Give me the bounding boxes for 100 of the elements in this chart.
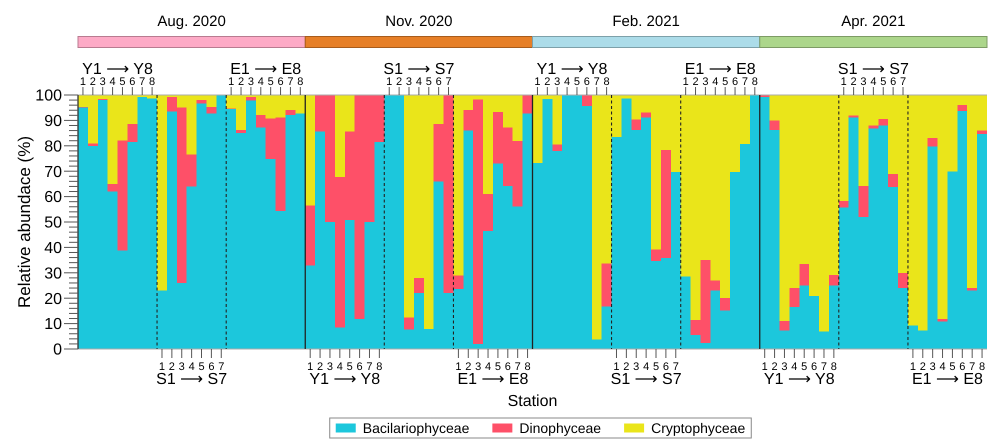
x-tick-label: 3 xyxy=(248,76,254,88)
x-tick-label: 6 xyxy=(662,361,669,373)
x-tick-label: 2 xyxy=(772,361,778,373)
x-tick-label: 6 xyxy=(732,76,738,88)
x-tick-label: 3 xyxy=(781,361,788,373)
x-tick-label: 8 xyxy=(830,361,837,373)
bar xyxy=(838,200,849,208)
x-tick-label: 1 xyxy=(762,361,768,373)
x-tick-label: 1 xyxy=(534,76,541,88)
x-tick-label: 4 xyxy=(188,361,195,373)
bar xyxy=(414,278,424,293)
x-tick-label: 3 xyxy=(326,361,334,373)
x-tick-label: 2 xyxy=(920,361,926,373)
x-tick-label: 1 xyxy=(910,361,916,373)
x-tick-label: 8 xyxy=(978,361,986,373)
x-tick-label: 7 xyxy=(969,361,976,373)
x-tick-label: 5 xyxy=(119,76,126,88)
y-tick-label: 50 xyxy=(44,214,62,232)
x2-axis-title: Y1 ⟶ Y8 xyxy=(536,61,608,78)
x-tick-label: 7 xyxy=(218,361,224,373)
bar xyxy=(285,110,296,116)
x-tick-label: 4 xyxy=(110,76,116,88)
x2-axis-title: S1 ⟶ S7 xyxy=(838,61,909,78)
x-axis-title: Station xyxy=(508,393,558,410)
chart-title: Apr. 2021 xyxy=(841,13,906,30)
x-axis-title: Y1 ⟶ Y8 xyxy=(309,371,380,388)
x-tick-label: 6 xyxy=(959,361,966,373)
bar xyxy=(858,186,868,218)
x-tick-label: 1 xyxy=(158,361,166,373)
y-tick-label: 40 xyxy=(44,240,62,257)
x-tick-label: 4 xyxy=(712,76,718,88)
bar xyxy=(206,106,216,114)
x-tick-label: 3 xyxy=(554,76,560,88)
x-tick-label: 1 xyxy=(455,361,462,373)
bar xyxy=(770,120,780,130)
x-tick-label: 5 xyxy=(198,361,205,373)
x-tick-label: 6 xyxy=(277,76,284,88)
bar xyxy=(404,317,414,330)
x-tick-label: 2 xyxy=(238,76,244,88)
y-tick-label: 20 xyxy=(44,290,62,308)
x2-axis-title: Y1 ⟶ Y8 xyxy=(82,61,153,78)
x-tick-label: 7 xyxy=(139,76,146,88)
x-tick-label: 1 xyxy=(386,76,392,88)
x-tick-label: 5 xyxy=(949,361,956,373)
x-tick-label: 5 xyxy=(268,76,274,88)
x-tick-label: 8 xyxy=(524,361,531,373)
y-tick-label: 80 xyxy=(44,138,62,156)
x-tick-label: 7 xyxy=(594,76,600,88)
bar xyxy=(828,274,839,286)
bar xyxy=(977,130,987,134)
bar xyxy=(631,119,642,130)
x-tick-label: 2 xyxy=(317,361,324,373)
x-tick-label: 2 xyxy=(623,361,630,373)
x-tick-label: 5 xyxy=(574,76,580,88)
x-tick-label: 7 xyxy=(287,76,294,88)
x2-axis-title: E1 ⟶ E8 xyxy=(684,61,756,78)
x-tick-label: 4 xyxy=(939,361,946,373)
x-tick-label: 6 xyxy=(129,76,136,88)
y-tick-label: 0 xyxy=(53,342,62,359)
x-tick-label: 2 xyxy=(850,76,857,88)
x-tick-label: 2 xyxy=(168,361,175,373)
x-tick-label: 3 xyxy=(702,76,708,88)
bar xyxy=(878,118,888,126)
x-tick-label: 3 xyxy=(178,361,185,373)
x-axis-title: S1 ⟶ S7 xyxy=(610,371,682,388)
legend-label: Cryptophyceae xyxy=(651,420,746,436)
x-tick-label: 3 xyxy=(475,361,482,373)
bar xyxy=(522,95,532,114)
bar xyxy=(88,143,98,146)
bar xyxy=(552,144,562,151)
x-tick-label: 8 xyxy=(604,76,610,88)
x-tick-label: 4 xyxy=(484,361,492,373)
x-tick-label: 5 xyxy=(346,361,353,373)
bar xyxy=(888,174,898,188)
x-tick-label: 7 xyxy=(820,361,828,373)
x-tick-label: 4 xyxy=(564,76,570,88)
bar xyxy=(868,126,878,129)
x-tick-label: 5 xyxy=(494,361,501,373)
x-tick-label: 6 xyxy=(208,361,214,373)
x-axis-title: E1 ⟶ E8 xyxy=(457,371,529,388)
x-axis-title: Y1 ⟶ Y8 xyxy=(764,371,835,388)
x-tick-label: 1 xyxy=(840,76,847,88)
x-tick-label: 1 xyxy=(682,76,689,88)
x-tick-label: 2 xyxy=(692,76,699,88)
chart-title: Feb. 2021 xyxy=(612,13,680,30)
x-tick-label: 3 xyxy=(633,361,640,373)
x-tick-label: 7 xyxy=(742,76,748,88)
x2-axis-title: E1 ⟶ E8 xyxy=(230,61,302,78)
bar xyxy=(957,104,968,111)
x-axis-title: S1 ⟶ S7 xyxy=(156,371,228,388)
x-tick-label: 6 xyxy=(890,76,896,88)
y-tick-label: 70 xyxy=(44,164,62,181)
bar xyxy=(582,95,592,106)
x-tick-label: 1 xyxy=(307,361,314,373)
x-tick-label: 6 xyxy=(504,361,511,373)
bar xyxy=(928,138,938,147)
x-tick-label: 4 xyxy=(336,361,343,373)
x-tick-label: 7 xyxy=(366,361,373,373)
x-tick-label: 6 xyxy=(356,361,363,373)
x-tick-label: 4 xyxy=(643,361,650,373)
